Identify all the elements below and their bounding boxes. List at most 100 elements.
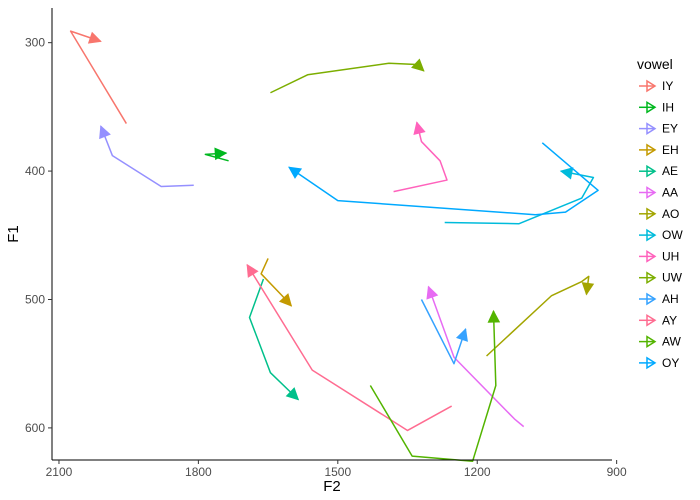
legend-item-ih: IH	[639, 100, 674, 114]
legend-key-arrow-aa	[646, 186, 657, 199]
series-iy	[69, 30, 127, 124]
series-ey	[99, 125, 194, 188]
series-arrowhead-ao	[581, 282, 595, 296]
legend-title: vowel	[637, 56, 673, 72]
legend-item-ay: AY	[639, 313, 677, 327]
series-aa	[426, 285, 525, 428]
series-arrowhead-aw	[487, 309, 501, 323]
series-oy	[288, 142, 599, 216]
legend-label-ow: OW	[662, 228, 683, 242]
series-arrowhead-ey	[99, 125, 111, 140]
legend-label-ah: AH	[662, 292, 679, 306]
legend-label-aa: AA	[662, 186, 678, 200]
legend-key-arrow-ay	[646, 313, 657, 327]
legend-key-arrow-ae	[646, 164, 657, 178]
legend-item-ae: AE	[639, 164, 678, 178]
series-arrowhead-eh	[278, 293, 293, 307]
legend-key-arrow-aw	[646, 335, 657, 348]
legend-item-eh: EH	[639, 143, 679, 157]
series-ah	[420, 299, 468, 365]
series-line-ao	[486, 275, 590, 357]
legend-label-ao: AO	[662, 207, 679, 221]
legend-item-iy: IY	[639, 79, 673, 93]
legend-label-ey: EY	[662, 122, 678, 136]
series-line-oy	[288, 142, 599, 216]
legend-item-ey: EY	[639, 122, 678, 136]
series-arrowhead-ih	[214, 147, 228, 161]
x-tick-label: 1800	[185, 465, 212, 479]
series-arrowhead-ae	[285, 387, 300, 401]
x-axis: 2100 1800 1500 1200 900	[46, 459, 627, 479]
legend-key-arrow-eh	[646, 143, 657, 157]
legend-key-arrow-ah	[646, 292, 657, 306]
y-tick-label: 600	[25, 421, 45, 435]
series-ih	[204, 147, 229, 162]
legend-key-arrow-ih	[646, 100, 657, 114]
legend-item-ah: AH	[639, 292, 679, 306]
series-uh	[393, 121, 448, 193]
legend-label-aw: AW	[662, 335, 682, 349]
x-tick-label: 2100	[46, 465, 73, 479]
series-arrowhead-uw	[411, 58, 425, 72]
series-arrowhead-iy	[87, 31, 102, 44]
y-axis: 300 400 500 600	[25, 8, 53, 460]
legend-key-arrow-ao	[646, 207, 657, 221]
legend-item-ao: AO	[639, 207, 679, 221]
y-axis-title: F1	[5, 225, 22, 243]
series-line-aw	[369, 311, 497, 463]
series-line-ah	[420, 299, 467, 365]
series-arrowhead-ah	[455, 327, 468, 342]
legend-item-uh: UH	[639, 249, 679, 263]
series-line-aa	[427, 286, 525, 428]
series-uw	[270, 58, 425, 94]
x-tick-label: 1200	[464, 465, 491, 479]
legend-label-oy: OY	[662, 356, 679, 370]
series-arrowhead-ay	[246, 263, 259, 278]
series-aw	[369, 309, 501, 463]
series-arrowhead-uh	[413, 121, 426, 135]
legend-item-aw: AW	[639, 335, 682, 349]
legend-label-eh: EH	[662, 143, 679, 157]
legend-key-arrow-uh	[646, 250, 657, 263]
series-line-ey	[100, 125, 194, 188]
legend-item-oy: OY	[639, 356, 679, 370]
y-tick-label: 500	[25, 292, 45, 306]
legend-label-ih: IH	[662, 100, 674, 114]
series-eh	[260, 258, 293, 307]
series-ay	[246, 263, 453, 432]
legend-item-uw: UW	[639, 271, 683, 285]
plot-panel	[69, 30, 599, 463]
series-ow	[444, 167, 595, 225]
legend-label-ae: AE	[662, 164, 678, 178]
legend-item-aa: AA	[639, 186, 678, 200]
series-arrowhead-ow	[559, 167, 574, 180]
series-line-uw	[270, 62, 425, 94]
series-line-iy	[69, 30, 127, 124]
x-axis-title: F2	[323, 478, 341, 495]
series-line-ow	[444, 170, 595, 225]
legend-label-iy: IY	[662, 79, 673, 93]
series-arrowhead-oy	[288, 166, 303, 179]
legend-item-ow: OW	[639, 228, 683, 242]
legend-key-arrow-ow	[646, 228, 657, 242]
legend-items: IY IH EY EH AE AA AO OW UH UW AH AY AW OY	[639, 79, 683, 370]
x-tick-label: 1500	[324, 465, 351, 479]
legend-key-arrow-oy	[646, 356, 657, 370]
y-tick-label: 300	[25, 36, 45, 50]
series-ae	[248, 278, 300, 401]
legend: vowel IY IH EY EH AE AA AO OW UH UW AH AY AW OY	[637, 56, 683, 370]
legend-key-arrow-uw	[646, 271, 657, 285]
legend-label-uh: UH	[662, 249, 679, 263]
series-line-ae	[248, 278, 299, 401]
legend-label-uw: UW	[662, 271, 683, 285]
series-line-uh	[393, 122, 448, 193]
legend-key-arrow-ey	[646, 122, 657, 135]
series-arrowhead-aa	[426, 285, 439, 300]
y-tick-label: 400	[25, 164, 45, 178]
series-line-ay	[246, 264, 453, 432]
legend-label-ay: AY	[662, 313, 677, 327]
x-tick-label: 900	[607, 465, 627, 479]
series-ao	[486, 275, 595, 357]
legend-key-arrow-iy	[646, 79, 657, 93]
